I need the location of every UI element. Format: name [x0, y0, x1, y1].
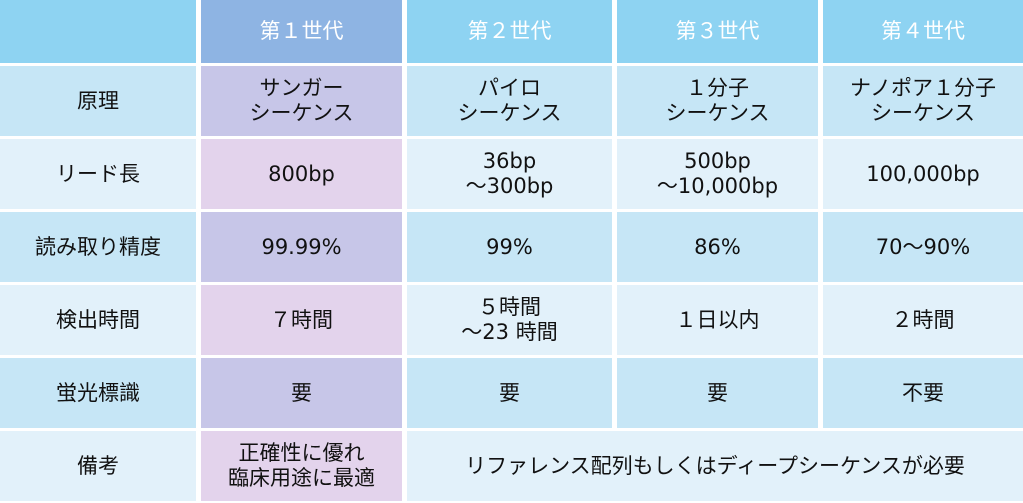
- cell-detection-time-gen2: ５時間 ～23 時間: [407, 285, 612, 355]
- cell-fluorescent-gen3: 要: [617, 358, 818, 428]
- cell-principle-gen4: ナノポア１分子 シーケンス: [823, 66, 1023, 136]
- cell-accuracy-gen2: 99%: [407, 212, 612, 282]
- header-gen2: 第２世代: [407, 0, 612, 63]
- cell-read-length-gen4: 100,000bp: [823, 139, 1023, 209]
- cell-detection-time-gen3: １日以内: [617, 285, 818, 355]
- cell-principle-gen2: パイロ シーケンス: [407, 66, 612, 136]
- cell-read-length-gen1: 800bp: [201, 139, 402, 209]
- cell-read-length-gen2: 36bp ～300bp: [407, 139, 612, 209]
- header-gen1: 第１世代: [201, 0, 402, 63]
- cell-remarks-gen1: 正確性に優れ 臨床用途に最適: [201, 431, 402, 501]
- cell-principle-gen3: １分子 シーケンス: [617, 66, 818, 136]
- row-label-principle: 原理: [0, 66, 196, 136]
- row-label-read-length: リード長: [0, 139, 196, 209]
- row-label-fluorescent: 蛍光標識: [0, 358, 196, 428]
- cell-principle-gen1: サンガー シーケンス: [201, 66, 402, 136]
- cell-detection-time-gen4: ２時間: [823, 285, 1023, 355]
- cell-accuracy-gen3: 86%: [617, 212, 818, 282]
- header-corner: [0, 0, 196, 63]
- cell-fluorescent-gen4: 不要: [823, 358, 1023, 428]
- header-gen3: 第３世代: [617, 0, 818, 63]
- header-gen4: 第４世代: [823, 0, 1023, 63]
- cell-accuracy-gen1: 99.99%: [201, 212, 402, 282]
- cell-read-length-gen3: 500bp ～10,000bp: [617, 139, 818, 209]
- cell-remarks-gen2-4: リファレンス配列もしくはディープシーケンスが必要: [407, 431, 1023, 501]
- cell-accuracy-gen4: 70～90%: [823, 212, 1023, 282]
- cell-fluorescent-gen2: 要: [407, 358, 612, 428]
- row-label-remarks: 備考: [0, 431, 196, 501]
- row-label-detection-time: 検出時間: [0, 285, 196, 355]
- cell-detection-time-gen1: ７時間: [201, 285, 402, 355]
- cell-fluorescent-gen1: 要: [201, 358, 402, 428]
- row-label-accuracy: 読み取り精度: [0, 212, 196, 282]
